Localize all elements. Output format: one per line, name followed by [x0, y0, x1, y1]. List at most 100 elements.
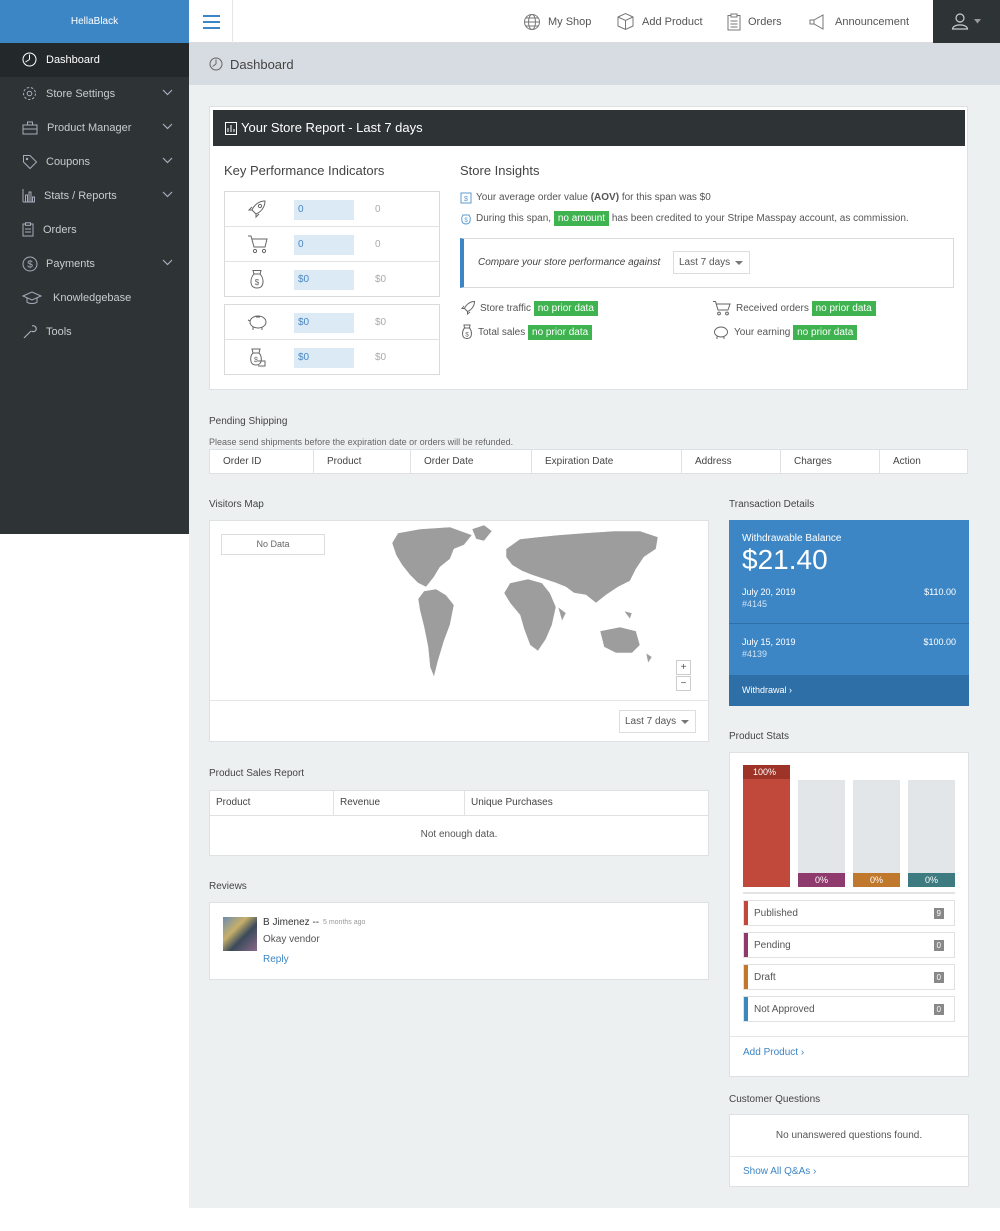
product-stats-chart: 100% 0% 0% 0% [730, 753, 968, 893]
withdrawal-label: Withdrawal [742, 685, 787, 695]
world-map[interactable] [360, 521, 680, 699]
megaphone-icon [809, 13, 824, 30]
sidebar-item-orders[interactable]: Orders [0, 213, 189, 247]
credit-tag: no amount [553, 211, 610, 226]
no-data-legend: No Data [221, 534, 325, 555]
status-color-bar [744, 997, 748, 1021]
reply-link[interactable]: Reply [263, 954, 289, 965]
stat-row-not-approved[interactable]: Not Approved 0 [743, 996, 955, 1022]
sidebar-item-coupons[interactable]: Coupons [0, 145, 189, 179]
sidebar-item-product-manager[interactable]: Product Manager [0, 111, 189, 145]
pending-shipping-title: Pending Shipping [209, 416, 288, 427]
metric-label: Your earning [734, 326, 791, 338]
compare-label: Compare your store performance against [478, 257, 661, 268]
balance-value: $21.40 [742, 544, 828, 575]
chevron-down-icon [162, 157, 173, 164]
compare-range-value: Last 7 days [679, 257, 731, 268]
sidebar-item-label: Coupons [46, 156, 91, 168]
chevron-right-icon: › [800, 1047, 805, 1058]
zoom-out-button[interactable]: − [676, 676, 691, 691]
transaction-date: July 20, 2019 [742, 587, 796, 597]
nav-my-shop[interactable]: My Shop [523, 0, 591, 43]
nav-announcement[interactable]: Announcement [808, 0, 909, 43]
divider [730, 1156, 968, 1157]
transaction-row[interactable]: July 15, 2019 #4139 $100.00 [729, 624, 969, 675]
nav-orders[interactable]: Orders [727, 0, 782, 43]
sidebar-item-dashboard[interactable]: Dashboard [0, 43, 189, 77]
sidebar-item-payments[interactable]: $ Payments [0, 247, 189, 281]
metric-tag: no prior data [533, 300, 598, 316]
withdrawal-button[interactable]: Withdrawal › [729, 675, 969, 706]
stat-bar-track: 100% [743, 765, 790, 887]
aov-text-post: for this span was $0 [621, 192, 711, 203]
credit-text-post: has been credited to your Stripe Masspay… [611, 213, 909, 224]
stat-row-published[interactable]: Published 9 [743, 900, 955, 926]
sidebar-item-tools[interactable]: Tools [0, 315, 189, 349]
nav-orders-label: Orders [748, 15, 782, 28]
kpi-row-traffic: 0 0 [225, 192, 440, 227]
svg-text:$: $ [465, 333, 469, 339]
transaction-amount: $100.00 [923, 637, 956, 647]
stat-row-draft[interactable]: Draft 0 [743, 964, 955, 990]
sidebar-item-label: Product Manager [47, 122, 132, 134]
rocket-icon [247, 200, 266, 219]
review-author: B Jimenez -- [263, 917, 320, 928]
graduation-cap-icon [22, 291, 42, 304]
show-all-qa-link[interactable]: Show All Q&As › [743, 1166, 816, 1177]
briefcase-icon [22, 121, 38, 135]
piggy-bank-icon [714, 326, 728, 339]
sidebar-item-knowledgebase[interactable]: Knowledgebase [0, 281, 189, 315]
compare-box: Compare your store performance against L… [460, 238, 954, 288]
tag-icon [23, 155, 38, 170]
svg-text:$: $ [255, 278, 260, 287]
metric-received-orders: Received orders no prior data [712, 300, 876, 316]
stat-bar-label: 100% [743, 765, 790, 779]
money-bag-icon: $ [250, 270, 264, 289]
stat-bar-fill [743, 765, 790, 887]
user-menu-button[interactable] [933, 0, 1000, 43]
nav-add-product[interactable]: Add Product [616, 0, 703, 43]
nav-announcement-label: Announcement [835, 15, 909, 28]
svg-text:$: $ [27, 260, 33, 271]
kpi-value: $0 [294, 313, 354, 333]
zoom-in-button[interactable]: + [676, 660, 691, 675]
piggy-bank-icon [247, 315, 267, 330]
dashboard-icon [22, 52, 37, 67]
metric-tag: no prior data [793, 324, 858, 340]
money-bag-icon: $ [462, 324, 472, 340]
metric-tag: no prior data [811, 300, 876, 316]
kpi-prev: 0 [375, 204, 381, 215]
kpi-row-orders: 0 0 [225, 227, 440, 262]
hamburger-menu-button[interactable] [189, 0, 233, 43]
brand-logo[interactable]: HellaBlack [0, 0, 189, 43]
empty-message: No unanswered questions found. [775, 1130, 923, 1141]
metric-label: Store traffic [480, 302, 531, 314]
status-color-bar [744, 933, 748, 957]
map-range-value: Last 7 days [625, 716, 677, 727]
column-header: Address [682, 450, 781, 474]
money-hand-icon: $ [250, 348, 266, 367]
reviews-panel: B Jimenez -- 5 months ago Okay vendor Re… [209, 902, 709, 980]
sidebar-item-label: Store Settings [46, 88, 116, 100]
stat-bar-track: 0% [908, 780, 955, 887]
transactions-panel: Withdrawable Balance $21.40 July 20, 201… [729, 520, 969, 706]
main-content: Dashboard Your Store Report - Last 7 day… [189, 43, 1000, 1208]
sidebar-item-stats-reports[interactable]: Stats / Reports [0, 179, 189, 213]
transaction-row[interactable]: July 20, 2019 #4145 $110.00 [729, 586, 969, 624]
add-product-link[interactable]: Add Product › [743, 1047, 804, 1058]
chevron-right-icon: › [813, 1166, 817, 1177]
store-report-panel: Your Store Report - Last 7 days Key Perf… [209, 106, 968, 390]
chevron-down-icon [162, 89, 173, 96]
map-range-select[interactable]: Last 7 days [619, 710, 696, 733]
sidebar-item-store-settings[interactable]: Store Settings [0, 77, 189, 111]
svg-text:$: $ [254, 357, 258, 364]
kpi-row-sales: $ $0 $0 [225, 262, 440, 297]
product-sales-title: Product Sales Report [209, 768, 305, 779]
dashboard-icon [209, 57, 223, 71]
caret-down-icon [974, 19, 981, 24]
wrench-icon [23, 325, 37, 339]
stat-name: Pending [754, 940, 791, 951]
chevron-down-icon [162, 259, 173, 266]
compare-range-select[interactable]: Last 7 days [673, 251, 750, 274]
stat-row-pending[interactable]: Pending 0 [743, 932, 955, 958]
